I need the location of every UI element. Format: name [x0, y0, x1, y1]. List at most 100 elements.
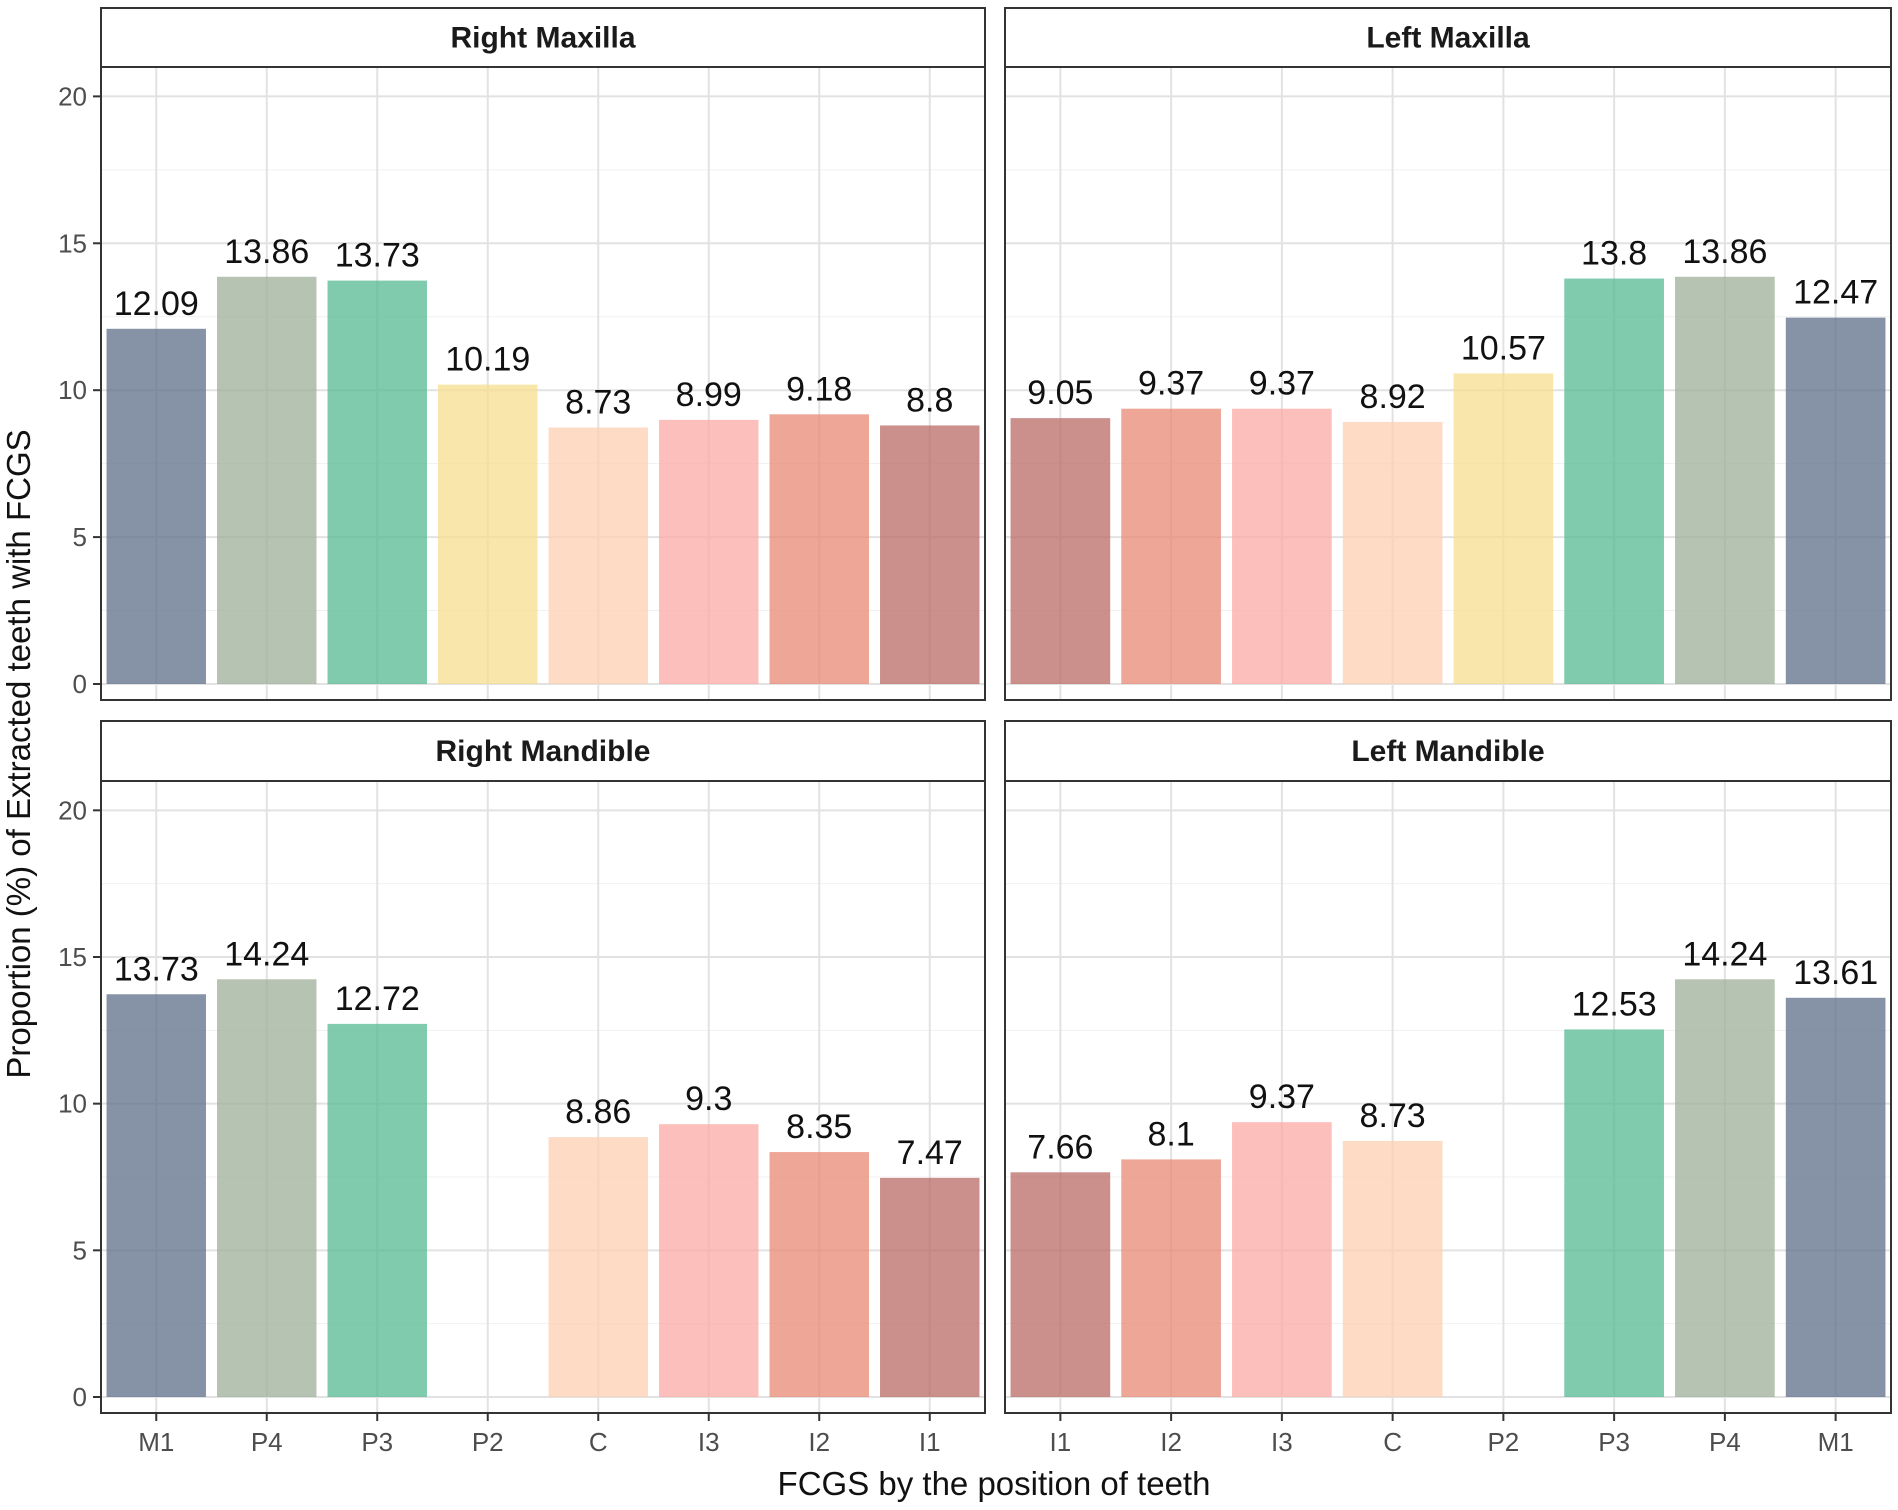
facet-strip [1004, 7, 1892, 68]
bar-p4 [217, 276, 317, 684]
data-label: 9.3 [685, 1080, 732, 1118]
bar-i3 [1232, 1122, 1332, 1397]
bar-i2 [769, 414, 869, 684]
data-label: 8.86 [565, 1093, 631, 1131]
panel-right-mandible: Right Mandible 13.73 14.24 12.72 8.86 9.3 8.35… [58, 720, 986, 1457]
x-tick-label: I3 [698, 1427, 720, 1457]
x-tick-label: I1 [1050, 1427, 1072, 1457]
x-tick-label: C [589, 1427, 608, 1457]
x-axis-title: FCGS by the position of teeth [778, 1465, 1211, 1502]
data-label: 10.19 [445, 341, 530, 379]
bar-i1 [1010, 1172, 1111, 1397]
bar-i1 [880, 425, 980, 684]
data-label: 9.18 [786, 370, 852, 408]
data-label: 9.37 [1249, 365, 1315, 403]
y-axis-title: Proportion (%) of Extracted teeth with F… [0, 429, 37, 1078]
panels-layer: Right Maxilla 12.09 13.86 13.73 10.19 8.73 8.9… [58, 7, 1892, 1457]
bar-p3 [327, 1023, 427, 1397]
y-tick-label: 20 [58, 795, 87, 825]
data-label: 9.37 [1249, 1078, 1315, 1116]
data-label: 8.73 [1360, 1097, 1426, 1135]
panel-right-maxilla: Right Maxilla 12.09 13.86 13.73 10.19 8.73 8.9… [58, 7, 986, 701]
facet-title: Left Maxilla [1366, 22, 1530, 55]
y-tick-label: 15 [58, 942, 87, 972]
data-label: 13.73 [114, 950, 199, 988]
panel-left-mandible: Left Mandible 7.66 8.1 9.37 8.73 12.53 14.24 13… [1004, 720, 1892, 1457]
bar-p2 [438, 384, 538, 684]
bar-i2 [1121, 1159, 1221, 1397]
panel-border [100, 66, 986, 701]
bar-p4 [1675, 276, 1775, 684]
bar-c [1342, 1140, 1443, 1397]
facet-strip [100, 720, 986, 782]
data-label: 12.72 [335, 980, 420, 1018]
y-tick-label: 20 [58, 81, 87, 111]
bar-i2 [1121, 408, 1221, 684]
data-label: 13.61 [1793, 954, 1878, 992]
bar-i1 [1010, 418, 1111, 684]
y-tick-label: 5 [73, 522, 87, 552]
data-label: 10.57 [1461, 329, 1546, 367]
data-label: 13.86 [224, 233, 309, 271]
x-tick-label: M1 [138, 1427, 174, 1457]
y-tick-label: 0 [73, 669, 87, 699]
data-label: 14.24 [1682, 935, 1767, 973]
panel-border [100, 780, 986, 1414]
data-label: 9.05 [1027, 374, 1093, 412]
bar-p3 [1564, 278, 1664, 684]
bar-c [548, 427, 648, 684]
bar-c [548, 1137, 648, 1397]
facet-strip [1004, 720, 1892, 782]
y-tick-label: 5 [73, 1235, 87, 1265]
data-label: 8.99 [676, 376, 742, 414]
data-label: 12.09 [114, 285, 199, 323]
data-label: 8.35 [786, 1108, 852, 1146]
x-tick-label: C [1383, 1427, 1402, 1457]
data-label: 8.73 [565, 384, 631, 422]
data-label: 12.53 [1572, 985, 1657, 1023]
bar-m1 [106, 328, 206, 684]
x-tick-label: I2 [1160, 1427, 1182, 1457]
data-label: 13.8 [1581, 235, 1647, 273]
panel-left-maxilla: Left Maxilla 9.05 9.37 9.37 8.92 10.57 13.8 13.… [1004, 7, 1892, 701]
data-label: 7.66 [1027, 1128, 1093, 1166]
bar-i3 [659, 419, 759, 684]
panel-border [1004, 780, 1892, 1414]
bar-m1 [106, 994, 206, 1397]
x-tick-label: P4 [251, 1427, 283, 1457]
facet-title: Left Mandible [1351, 735, 1544, 768]
x-tick-label: I1 [919, 1427, 941, 1457]
data-label: 8.92 [1360, 378, 1426, 416]
x-tick-label: P3 [1598, 1427, 1630, 1457]
bar-i3 [1232, 408, 1332, 684]
facet-title: Right Mandible [436, 735, 651, 768]
data-label: 8.1 [1147, 1115, 1194, 1153]
bar-i2 [769, 1152, 869, 1397]
x-tick-label: P4 [1709, 1427, 1741, 1457]
data-label: 13.86 [1682, 233, 1767, 271]
x-tick-label: I2 [808, 1427, 830, 1457]
data-label: 7.47 [897, 1134, 963, 1172]
x-tick-label: P3 [361, 1427, 393, 1457]
x-tick-label: I3 [1271, 1427, 1293, 1457]
bar-p3 [1564, 1029, 1664, 1397]
bar-i1 [880, 1177, 980, 1397]
y-tick-label: 10 [58, 375, 87, 405]
bar-c [1342, 421, 1443, 684]
data-label: 13.73 [335, 237, 420, 275]
y-tick-label: 10 [58, 1089, 87, 1119]
bar-i3 [659, 1124, 759, 1397]
bar-m1 [1785, 997, 1886, 1397]
data-label: 14.24 [224, 935, 309, 973]
bar-p4 [1675, 979, 1775, 1397]
y-tick-label: 15 [58, 228, 87, 258]
data-label: 12.47 [1793, 274, 1878, 312]
y-tick-label: 0 [73, 1382, 87, 1412]
bar-p4 [217, 979, 317, 1397]
bar-p2 [1453, 373, 1554, 684]
bar-m1 [1785, 317, 1886, 684]
facet-strip [100, 7, 986, 68]
bar-p3 [327, 280, 427, 684]
panel-border [1004, 66, 1892, 701]
